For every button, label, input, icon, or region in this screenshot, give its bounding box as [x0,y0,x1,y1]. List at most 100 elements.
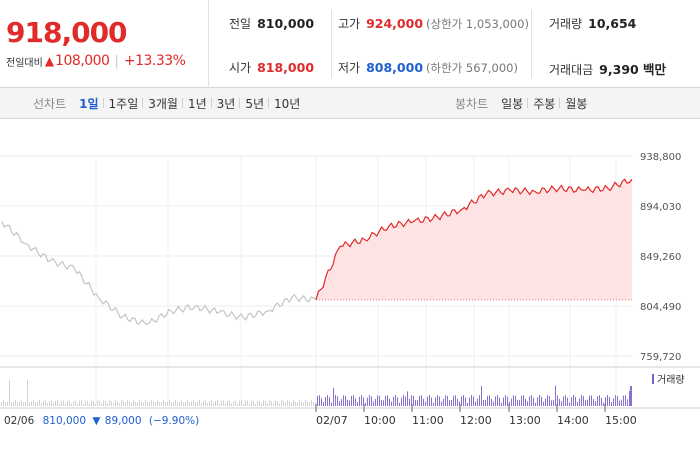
volume-bar [147,401,148,406]
stat-label: 거래대금 [549,63,594,77]
volume-bar [163,400,164,406]
volume-bar [323,401,324,406]
volume-bar [423,398,424,406]
volume-bar [630,386,632,406]
volume-bar [291,402,292,406]
volume-bar [405,396,406,406]
volume-bar [237,403,238,406]
volume-bar [475,401,476,406]
stat-open: 시가 818,000 [229,59,314,76]
volume-bar [417,400,418,406]
volume-bar [9,380,10,406]
y-tick-label: 938,800 [640,152,681,163]
volume-bar [247,400,248,406]
volume-bar [363,397,364,406]
volume-bar [453,395,454,406]
stat-trade-value: 거래대금 9,390 백만 [549,59,666,78]
volume-bar [143,402,144,406]
volume-bar [251,400,252,406]
volume-bar [357,401,358,406]
volume-bar [309,402,310,406]
volume-bar [11,402,12,406]
volume-bar [33,400,34,406]
volume-bar [111,400,112,406]
tab-10year[interactable]: 10년 [268,95,305,112]
tab-3year[interactable]: 3년 [210,95,241,112]
tab-1day[interactable]: 1일 [79,97,99,111]
volume-bar [341,399,342,406]
tab-daily-candle[interactable]: 일봉 [501,97,524,111]
intraday-price-line [315,178,633,300]
volume-bar [615,395,616,406]
volume-bar [515,395,516,406]
volume-bar [215,400,216,406]
volume-bar [375,399,376,406]
volume-bar [319,395,320,406]
price-chart[interactable]: 938,800 894,030 849,260 804,490 759,720 02/0… [0,119,700,450]
tab-1week[interactable]: 1주일 [102,95,144,112]
volume-bar [529,396,530,406]
volume-bar [225,403,226,406]
tab-3month[interactable]: 3개월 [142,95,183,112]
up-arrow-icon: ▲ [44,54,55,68]
volume-legend-label: 거래량 [657,374,685,386]
volume-bar [415,399,416,406]
volume-bar [95,403,96,406]
volume-bar [173,401,174,406]
volume-bar [209,401,210,406]
volume-bar [89,403,90,406]
volume-bar [169,400,170,406]
volume-legend: 거래량 [652,374,685,386]
volume-bar [299,400,300,406]
volume-bar [15,400,16,406]
volume-bar [427,396,428,406]
volume-bar [531,395,532,406]
y-axis-labels: 938,800 894,030 849,260 804,490 759,720 [640,152,681,363]
volume-bar [491,398,492,406]
x-tick-label: 02/07 [316,414,348,427]
volume-bar [157,400,158,406]
volume-bar [359,396,360,406]
volume-bar [235,400,236,406]
volume-bar [335,395,336,406]
volume-bar [303,402,304,406]
volume-bar [585,400,586,406]
volume-bar [485,400,486,406]
volume-bar [465,397,466,406]
volume-bar [329,397,330,406]
y-tick-label: 804,490 [640,302,681,313]
volume-bar [25,401,26,406]
tab-1year[interactable]: 1년 [181,95,212,112]
volume-bar [493,401,494,406]
volume-bar [239,400,240,406]
volume-bar [193,400,194,406]
prev-day-change: 89,000 [105,415,142,427]
volume-bar [629,391,630,406]
volume-bar [121,400,122,406]
volume-bar [307,401,308,406]
volume-bar [93,400,94,406]
volume-bar [149,402,150,406]
prev-day-close: 810,000 [43,415,86,427]
volume-bar [183,402,184,406]
volume-bar [575,396,576,406]
tab-weekly-candle[interactable]: 주봉 [527,95,560,112]
volume-bar [325,396,326,406]
volume-bar [223,400,224,406]
stat-label: 전일 [229,17,252,31]
volume-bar [523,395,524,406]
volume-bar [45,400,46,406]
tab-5year[interactable]: 5년 [239,95,269,112]
stat-note: (하한가 567,000) [426,61,518,75]
volume-bar [565,395,566,406]
tab-monthly-candle[interactable]: 월봉 [559,95,592,112]
down-arrow-icon: ▼ [92,415,101,427]
volume-bar [503,397,504,406]
volume-bars [1,380,632,406]
current-price: 918,000 [6,16,128,49]
volume-bar [437,395,438,406]
volume-bar [577,401,578,406]
stat-value: 808,000 [366,60,424,75]
volume-bar [3,400,4,406]
volume-bar [603,402,604,406]
